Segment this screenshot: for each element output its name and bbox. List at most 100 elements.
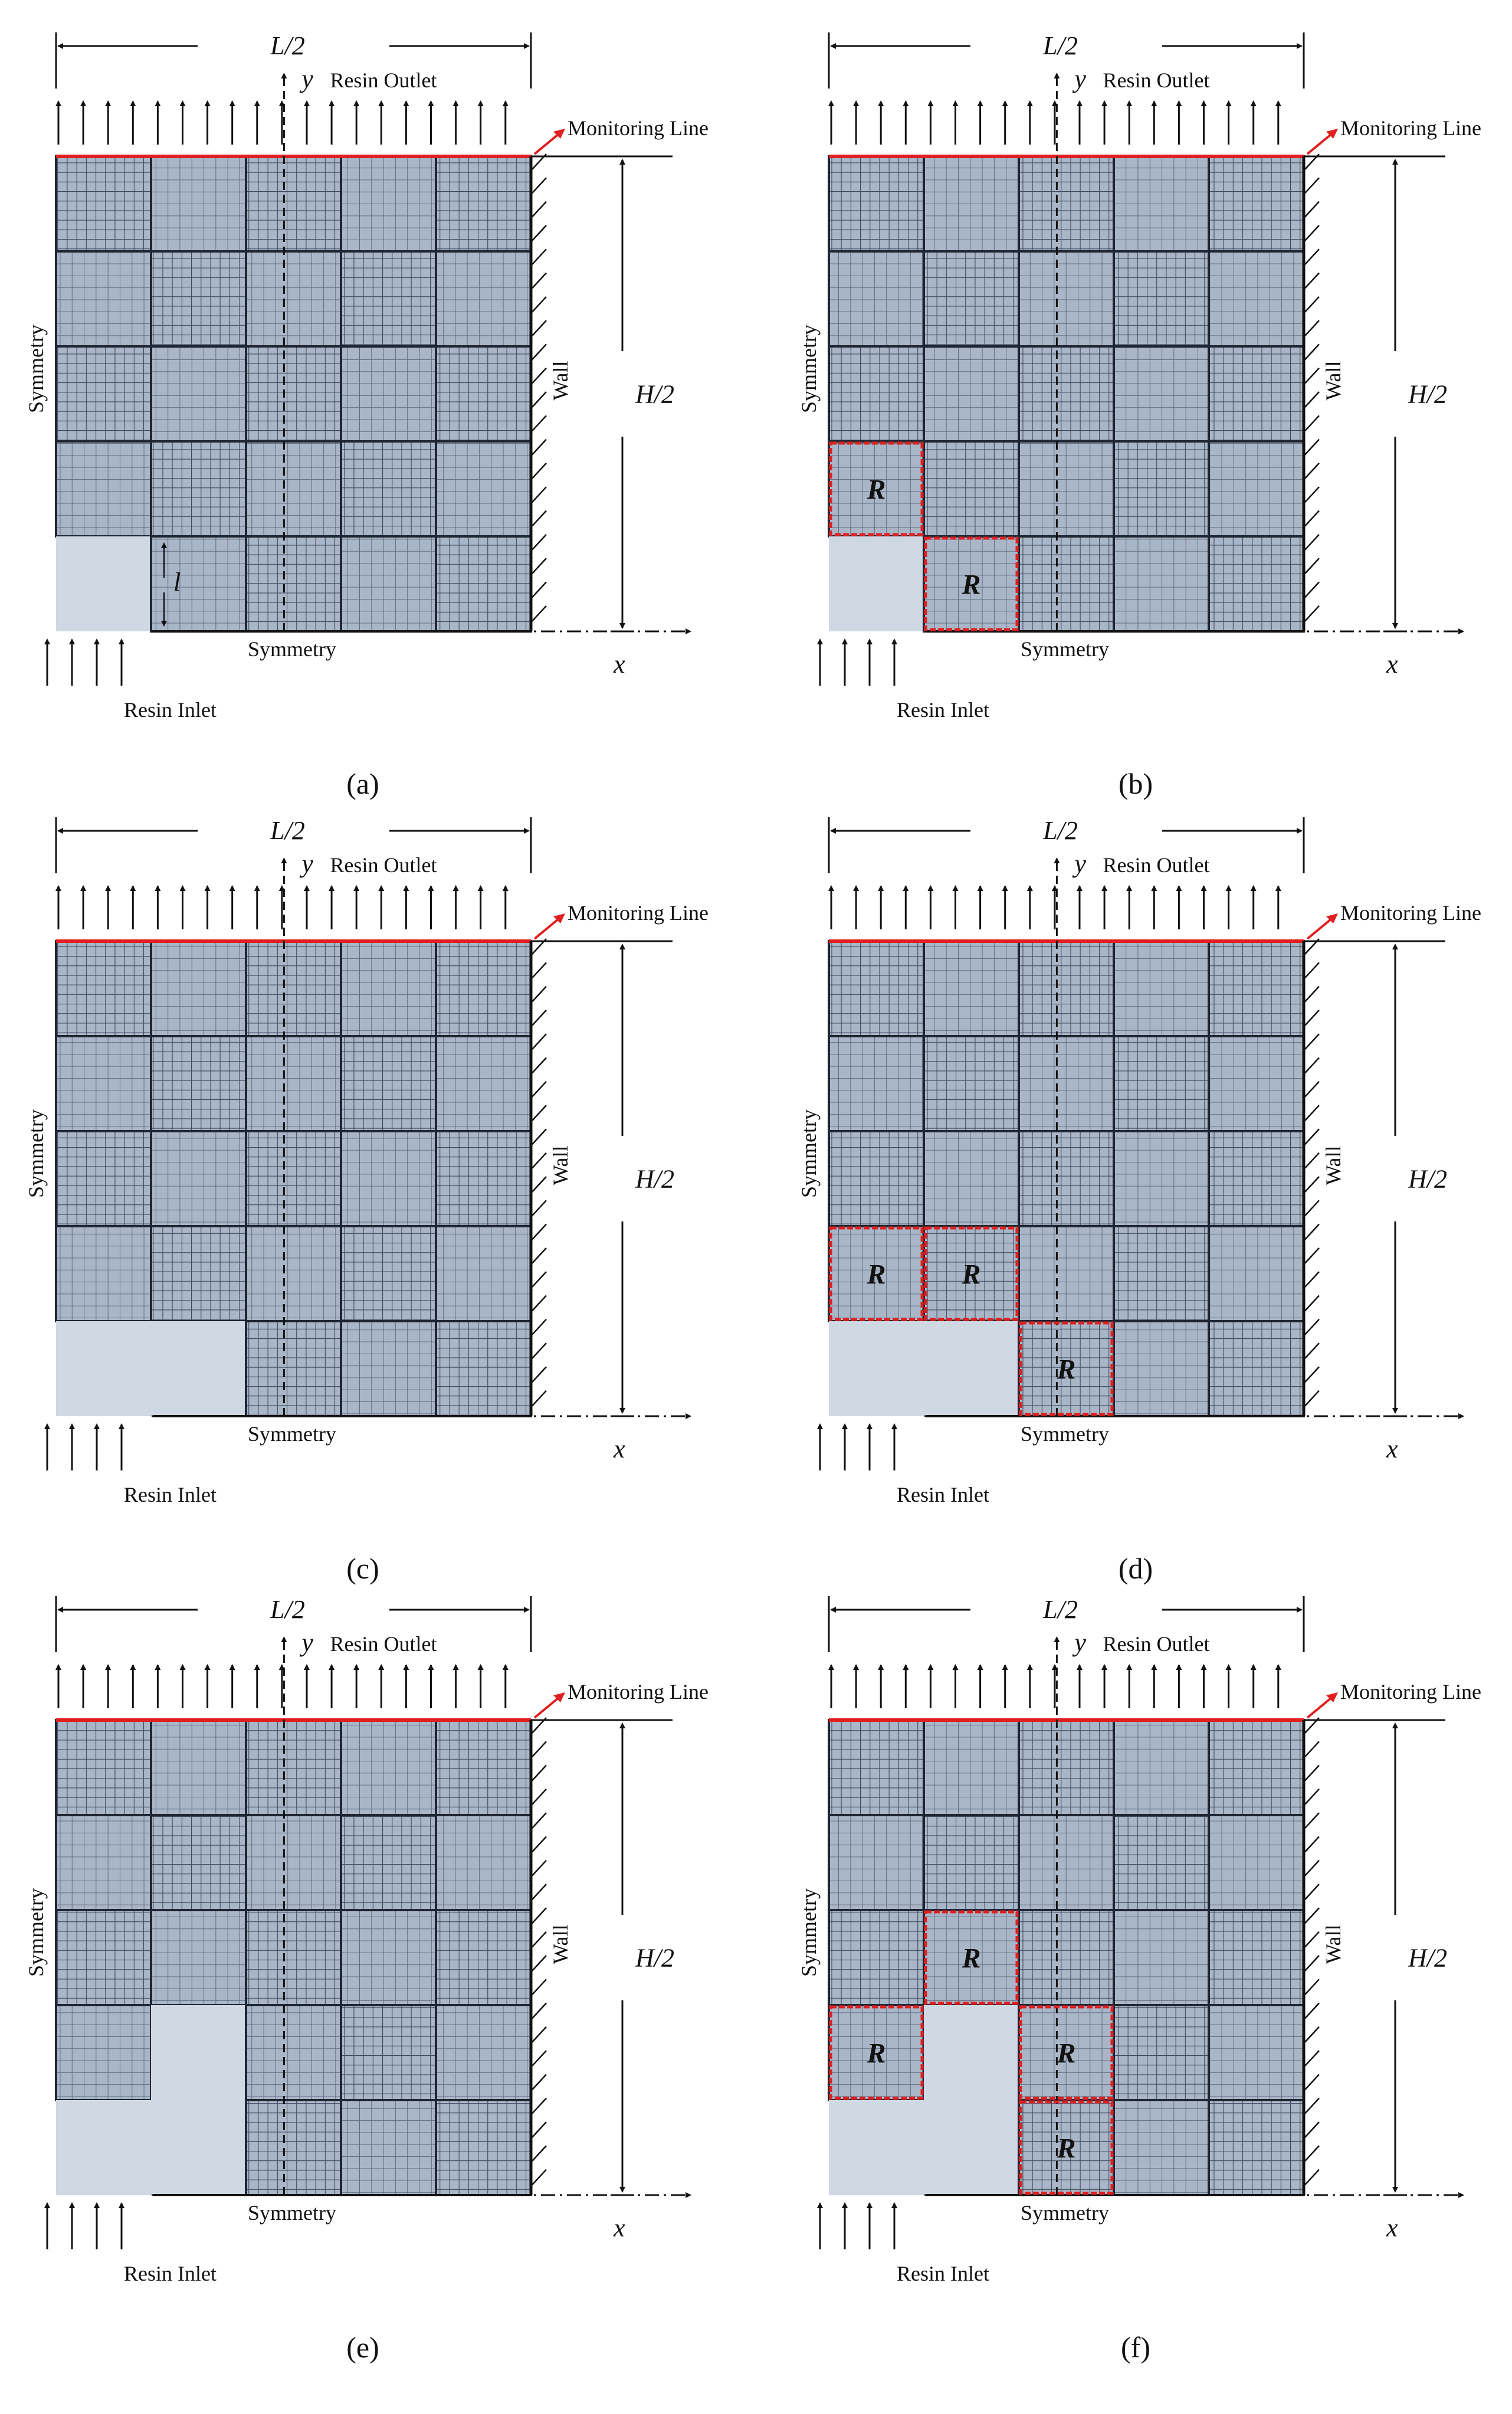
preform-cell [55, 2004, 152, 2101]
wall-hatch [1304, 938, 1320, 955]
wall-hatch [1304, 2026, 1320, 2043]
preform-cell [828, 2004, 925, 2101]
preform-cell [923, 250, 1020, 348]
wall-hatch [1304, 1931, 1320, 1948]
wall-hatch [1304, 1295, 1320, 1312]
preform-cell [435, 1035, 532, 1132]
wall-hatch [532, 558, 547, 574]
preform-cell [340, 155, 437, 253]
wall-hatch [1304, 248, 1320, 266]
empty-cell [151, 1321, 246, 1416]
wall-hatch [1304, 320, 1320, 336]
preform-cell [923, 345, 1020, 443]
preform-cell [1113, 250, 1210, 348]
region-outline [924, 1910, 1019, 2005]
wall-hatch [1304, 486, 1320, 503]
x-axis-label: x [613, 2213, 625, 2242]
monitor-label: Monitoring Line [568, 1680, 709, 1704]
empty-cell [151, 2005, 246, 2100]
empty-cell [829, 2100, 924, 2195]
wall-hatch [532, 1789, 547, 1805]
panel-caption: (a) [346, 767, 379, 800]
preform-cell [435, 535, 532, 633]
preform-cell [340, 2099, 437, 2196]
wall-hatch [1304, 533, 1320, 551]
preform-cell [55, 1130, 152, 1227]
wall-hatch [532, 1318, 547, 1335]
empty-cell [829, 1321, 924, 1416]
region-label: R [1056, 2038, 1075, 2069]
preform-cell [340, 1909, 437, 2006]
preform-cell [245, 1225, 342, 1322]
wall-hatch [1304, 962, 1320, 979]
outlet-label: Resin Outlet [330, 68, 437, 92]
inlet-label: Resin Inlet [897, 698, 989, 722]
wall-hatch [532, 1812, 547, 1829]
preform-cell [55, 1909, 152, 2006]
wall-hatch [532, 1979, 547, 1996]
preform-cell [1018, 2004, 1115, 2101]
wall-hatch [532, 343, 547, 361]
preform-cell [828, 1225, 925, 1322]
monitor-pointer [1306, 915, 1336, 940]
preform-cell [1113, 1035, 1210, 1132]
outlet-label: Resin Outlet [1103, 853, 1210, 877]
wall-hatch [1304, 438, 1320, 456]
preform-cell [1113, 1225, 1210, 1322]
preform-cell [55, 1035, 152, 1132]
region-label: R [1056, 1354, 1075, 1385]
wall-hatch [1304, 985, 1320, 1003]
y-axis-label: y [299, 64, 313, 93]
preform-cell [923, 1719, 1020, 1816]
preform-cell [340, 1320, 437, 1417]
symmetry-bottom-label: Symmetry [1021, 637, 1109, 661]
preform-cell [150, 1225, 247, 1322]
wall-label: Wall [549, 1924, 572, 1964]
preform-cell [435, 250, 532, 348]
wall-hatch [1304, 605, 1320, 622]
wall-hatch [1304, 1717, 1320, 1734]
wall-hatch [1304, 1741, 1320, 1758]
preform-cell [1208, 535, 1305, 633]
preform-cell [1018, 440, 1115, 538]
wall-hatch [532, 272, 547, 289]
preform-cell [828, 1814, 925, 1911]
wall-hatch [532, 1176, 547, 1193]
preform-cell [828, 345, 925, 443]
wall-hatch [1304, 1271, 1320, 1288]
preform-cell [340, 1130, 437, 1227]
preform-cell [1208, 1130, 1305, 1227]
preform-cell [245, 1035, 342, 1132]
preform-cell [1113, 535, 1210, 633]
preform-cell [340, 440, 437, 538]
wall-hatch [1304, 1318, 1320, 1335]
preform-cell [1113, 1320, 1210, 1417]
preform-cell [55, 440, 152, 538]
wall-hatch [1304, 1057, 1320, 1074]
wall-hatch [1304, 272, 1320, 289]
wall-hatch [1304, 343, 1320, 361]
wall-hatch [1304, 1836, 1320, 1853]
preform-cell [1113, 345, 1210, 443]
preform-cell [435, 345, 532, 443]
preform-cell [55, 155, 152, 253]
preform-cell [340, 250, 437, 348]
preform-cell [1018, 155, 1115, 253]
preform-cell [340, 940, 437, 1037]
monitor-pointer-head [553, 129, 565, 139]
wall-hatch [1304, 153, 1320, 170]
preform-cell [1208, 1035, 1305, 1132]
wall-hatch [532, 1859, 547, 1876]
preform-cell [923, 1035, 1020, 1132]
panel-caption: (b) [1119, 767, 1153, 800]
region-outline [924, 1226, 1019, 1321]
x-axis-label: x [1386, 650, 1398, 679]
symmetry-bottom-label: Symmetry [248, 637, 336, 661]
preform-cell [923, 1130, 1020, 1227]
wall-hatch [1304, 1859, 1320, 1876]
monitor-pointer-head [1326, 129, 1338, 139]
preform-cell [55, 1814, 152, 1911]
preform-cell [1113, 1814, 1210, 1911]
wall-hatch [532, 605, 547, 622]
preform-cell [150, 1035, 247, 1132]
